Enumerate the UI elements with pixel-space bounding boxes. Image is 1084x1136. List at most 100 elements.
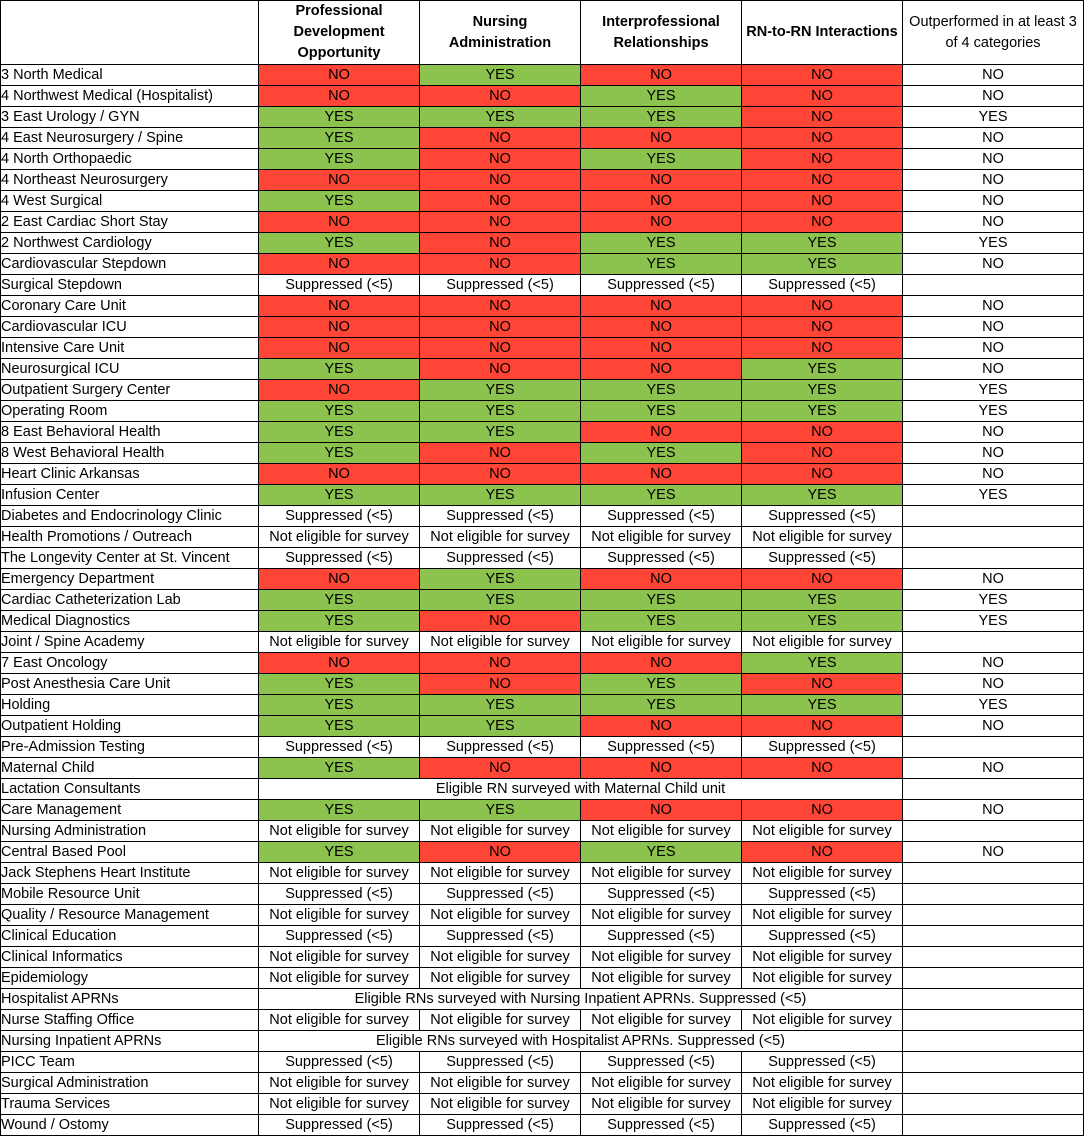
professional-development-cell: YES bbox=[258, 841, 420, 863]
outperformed-cell: NO bbox=[902, 799, 1084, 821]
merged-note-cell: Eligible RNs surveyed with Nursing Inpat… bbox=[258, 988, 903, 1010]
professional-development-cell: Not eligible for survey bbox=[258, 631, 420, 653]
professional-development-cell: Not eligible for survey bbox=[258, 1009, 420, 1031]
outperformed-cell bbox=[902, 820, 1084, 842]
table-row: 3 North Medical NO YES NO NO NO bbox=[0, 64, 1084, 86]
table-row: 8 East Behavioral Health YES YES NO NO NO bbox=[0, 421, 1084, 443]
rn-to-rn-cell: NO bbox=[741, 148, 903, 170]
professional-development-cell: NO bbox=[258, 316, 420, 338]
interprofessional-relationships-cell: YES bbox=[580, 148, 742, 170]
unit-name: 4 Northwest Medical (Hospitalist) bbox=[0, 85, 259, 107]
rn-to-rn-cell: Not eligible for survey bbox=[741, 862, 903, 884]
professional-development-cell: YES bbox=[258, 442, 420, 464]
nursing-administration-cell: NO bbox=[419, 211, 581, 233]
unit-name: Outpatient Surgery Center bbox=[0, 379, 259, 401]
nursing-administration-cell: Not eligible for survey bbox=[419, 1009, 581, 1031]
interprofessional-relationships-cell: YES bbox=[580, 442, 742, 464]
outperformed-cell: NO bbox=[902, 358, 1084, 380]
nursing-administration-cell: Suppressed (<5) bbox=[419, 547, 581, 569]
nursing-administration-cell: NO bbox=[419, 463, 581, 485]
interprofessional-relationships-cell: NO bbox=[580, 211, 742, 233]
nursing-administration-cell: YES bbox=[419, 484, 581, 506]
rn-to-rn-cell: YES bbox=[741, 484, 903, 506]
unit-name: 2 Northwest Cardiology bbox=[0, 232, 259, 254]
interprofessional-relationships-cell: NO bbox=[580, 169, 742, 191]
rn-to-rn-cell: YES bbox=[741, 379, 903, 401]
unit-name: Nursing Inpatient APRNs bbox=[0, 1030, 259, 1052]
table-row: Trauma Services Not eligible for survey No… bbox=[0, 1093, 1084, 1115]
interprofessional-relationships-cell: YES bbox=[580, 694, 742, 716]
unit-name: Medical Diagnostics bbox=[0, 610, 259, 632]
table-row: Operating Room YES YES YES YES YES bbox=[0, 400, 1084, 422]
rn-to-rn-cell: NO bbox=[741, 295, 903, 317]
unit-name: Central Based Pool bbox=[0, 841, 259, 863]
unit-name: Health Promotions / Outreach bbox=[0, 526, 259, 548]
professional-development-cell: NO bbox=[258, 253, 420, 275]
nursing-administration-cell: YES bbox=[419, 379, 581, 401]
table-row: Heart Clinic Arkansas NO NO NO NO NO bbox=[0, 463, 1084, 485]
rn-to-rn-cell: YES bbox=[741, 589, 903, 611]
outperformed-cell: NO bbox=[902, 568, 1084, 590]
professional-development-cell: Not eligible for survey bbox=[258, 862, 420, 884]
rn-to-rn-cell: NO bbox=[741, 757, 903, 779]
table-row: Diabetes and Endocrinology Clinic Suppres… bbox=[0, 505, 1084, 527]
table-row: 4 East Neurosurgery / Spine YES NO NO NO NO bbox=[0, 127, 1084, 149]
table-row: Neurosurgical ICU YES NO NO YES NO bbox=[0, 358, 1084, 380]
table-row: 8 West Behavioral Health YES NO YES NO NO bbox=[0, 442, 1084, 464]
table-row: Cardiovascular Stepdown NO NO YES YES NO bbox=[0, 253, 1084, 275]
interprofessional-relationships-cell: YES bbox=[580, 253, 742, 275]
nursing-administration-cell: NO bbox=[419, 841, 581, 863]
merged-note-cell: Eligible RN surveyed with Maternal Child… bbox=[258, 778, 903, 800]
outperformed-cell bbox=[902, 1072, 1084, 1094]
outperformed-cell: NO bbox=[902, 757, 1084, 779]
nursing-administration-cell: NO bbox=[419, 232, 581, 254]
interprofessional-relationships-cell: NO bbox=[580, 568, 742, 590]
nursing-administration-cell: NO bbox=[419, 358, 581, 380]
professional-development-cell: NO bbox=[258, 652, 420, 674]
unit-name: Neurosurgical ICU bbox=[0, 358, 259, 380]
header-row: Professional Development Opportunity Nur… bbox=[0, 0, 1084, 65]
nursing-administration-cell: YES bbox=[419, 106, 581, 128]
professional-development-cell: YES bbox=[258, 694, 420, 716]
professional-development-cell: NO bbox=[258, 379, 420, 401]
rn-to-rn-cell: NO bbox=[741, 841, 903, 863]
professional-development-cell: NO bbox=[258, 211, 420, 233]
professional-development-cell: NO bbox=[258, 295, 420, 317]
interprofessional-relationships-cell: Suppressed (<5) bbox=[580, 1051, 742, 1073]
rn-to-rn-cell: Suppressed (<5) bbox=[741, 736, 903, 758]
interprofessional-relationships-cell: Suppressed (<5) bbox=[580, 925, 742, 947]
interprofessional-relationships-cell: Not eligible for survey bbox=[580, 946, 742, 968]
rn-to-rn-cell: NO bbox=[741, 316, 903, 338]
nursing-administration-cell: YES bbox=[419, 400, 581, 422]
nursing-administration-cell: Suppressed (<5) bbox=[419, 883, 581, 905]
unit-name: Post Anesthesia Care Unit bbox=[0, 673, 259, 695]
unit-name: Quality / Resource Management bbox=[0, 904, 259, 926]
unit-name: Nurse Staffing Office bbox=[0, 1009, 259, 1031]
rn-to-rn-cell: Not eligible for survey bbox=[741, 526, 903, 548]
table-row: Intensive Care Unit NO NO NO NO NO bbox=[0, 337, 1084, 359]
nursing-administration-cell: NO bbox=[419, 652, 581, 674]
table-row: Medical Diagnostics YES NO YES YES YES bbox=[0, 610, 1084, 632]
table-body: 3 North Medical NO YES NO NO NO 4 Northwest Me… bbox=[0, 64, 1084, 1136]
interprofessional-relationships-cell: YES bbox=[580, 106, 742, 128]
rn-to-rn-cell: NO bbox=[741, 190, 903, 212]
rn-to-rn-cell: Suppressed (<5) bbox=[741, 274, 903, 296]
interprofessional-relationships-cell: NO bbox=[580, 358, 742, 380]
table-row: Wound / Ostomy Suppressed (<5) Suppressed … bbox=[0, 1114, 1084, 1136]
outperformed-cell bbox=[902, 505, 1084, 527]
nursing-administration-cell: YES bbox=[419, 421, 581, 443]
rn-to-rn-cell: Suppressed (<5) bbox=[741, 547, 903, 569]
rn-to-rn-cell: NO bbox=[741, 211, 903, 233]
outperformed-cell: NO bbox=[902, 442, 1084, 464]
outperformed-cell: NO bbox=[902, 673, 1084, 695]
nursing-administration-cell: Not eligible for survey bbox=[419, 820, 581, 842]
nursing-administration-cell: NO bbox=[419, 190, 581, 212]
unit-name: 8 West Behavioral Health bbox=[0, 442, 259, 464]
interprofessional-relationships-cell: Suppressed (<5) bbox=[580, 736, 742, 758]
interprofessional-relationships-cell: NO bbox=[580, 337, 742, 359]
unit-name: Surgical Stepdown bbox=[0, 274, 259, 296]
professional-development-cell: NO bbox=[258, 463, 420, 485]
unit-name: Holding bbox=[0, 694, 259, 716]
unit-name: 2 East Cardiac Short Stay bbox=[0, 211, 259, 233]
